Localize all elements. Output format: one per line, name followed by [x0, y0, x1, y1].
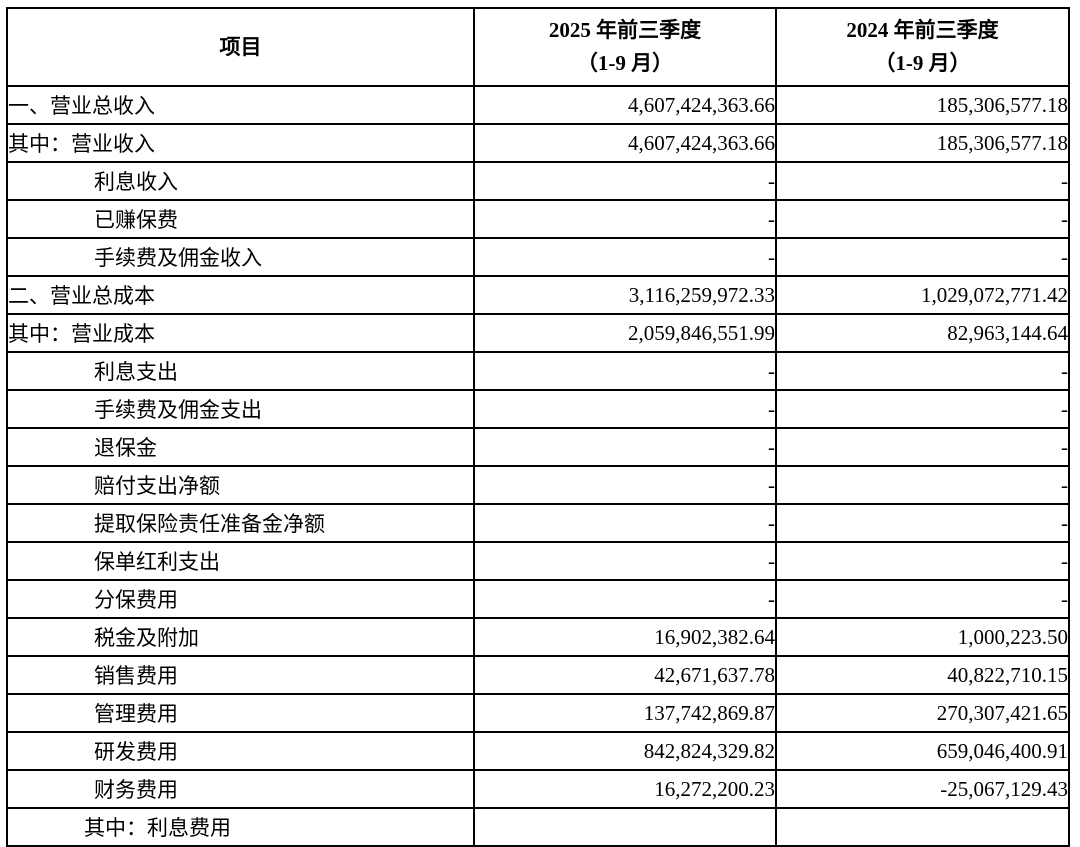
table-row: 研发费用 842,824,329.82 659,046,400.91: [6, 731, 1070, 771]
value-2025-cell: -: [473, 161, 777, 201]
column-header-2025: 2025 年前三季度 （1-9 月）: [473, 7, 777, 87]
value-2025-cell: 16,272,200.23: [473, 769, 777, 809]
financial-statement-table: 项目 2025 年前三季度 （1-9 月） 2024 年前三季度 （1-9 月）…: [6, 7, 1070, 847]
item-cell: 一、营业总收入: [6, 85, 475, 125]
table-row: 税金及附加 16,902,382.64 1,000,223.50: [6, 617, 1070, 657]
item-cell: 税金及附加: [6, 617, 475, 657]
value-2024-cell: -: [775, 541, 1070, 581]
column-header-2024-label: 2024 年前三季度: [846, 18, 999, 42]
table-row: 管理费用 137,742,869.87 270,307,421.65: [6, 693, 1070, 733]
value-2024-cell: -: [775, 465, 1070, 505]
item-cell: 其中：利息费用: [6, 807, 475, 847]
value-2024-cell: [775, 807, 1070, 847]
value-2025-cell: -: [473, 503, 777, 543]
column-header-item: 项目: [6, 7, 475, 87]
item-cell: 管理费用: [6, 693, 475, 733]
item-cell: 手续费及佣金支出: [6, 389, 475, 429]
item-cell: 其中：营业成本: [6, 313, 475, 353]
item-cell: 分保费用: [6, 579, 475, 619]
value-2025-cell: [473, 807, 777, 847]
value-2025-cell: -: [473, 427, 777, 467]
table-header: 项目 2025 年前三季度 （1-9 月） 2024 年前三季度 （1-9 月）: [6, 7, 1070, 87]
value-2025-cell: -: [473, 465, 777, 505]
table-row: 财务费用 16,272,200.23 -25,067,129.43: [6, 769, 1070, 809]
value-2024-cell: 82,963,144.64: [775, 313, 1070, 353]
value-2025-cell: 842,824,329.82: [473, 731, 777, 771]
table-row: 其中：利息费用: [6, 807, 1070, 847]
value-2024-cell: 270,307,421.65: [775, 693, 1070, 733]
value-2025-cell: 2,059,846,551.99: [473, 313, 777, 353]
value-2025-cell: -: [473, 389, 777, 429]
item-cell: 赔付支出净额: [6, 465, 475, 505]
table-row: 其中：营业成本 2,059,846,551.99 82,963,144.64: [6, 313, 1070, 353]
value-2024-cell: -: [775, 427, 1070, 467]
value-2025-cell: 4,607,424,363.66: [473, 123, 777, 163]
item-cell: 利息支出: [6, 351, 475, 391]
item-cell: 提取保险责任准备金净额: [6, 503, 475, 543]
item-cell: 利息收入: [6, 161, 475, 201]
value-2024-cell: -: [775, 161, 1070, 201]
column-header-item-label: 项目: [219, 34, 262, 59]
value-2024-cell: -: [775, 389, 1070, 429]
value-2024-cell: 1,000,223.50: [775, 617, 1070, 657]
table-row: 赔付支出净额 - -: [6, 465, 1070, 505]
table-row: 提取保险责任准备金净额 - -: [6, 503, 1070, 543]
value-2024-cell: -: [775, 503, 1070, 543]
item-cell: 研发费用: [6, 731, 475, 771]
column-header-2024-sublabel: （1-9 月）: [874, 51, 971, 75]
value-2024-cell: 185,306,577.18: [775, 123, 1070, 163]
table-row: 利息支出 - -: [6, 351, 1070, 391]
item-cell: 其中：营业收入: [6, 123, 475, 163]
table-row: 手续费及佣金支出 - -: [6, 389, 1070, 429]
table-row: 手续费及佣金收入 - -: [6, 237, 1070, 277]
table-row: 已赚保费 - -: [6, 199, 1070, 239]
column-header-2025-label: 2025 年前三季度: [548, 18, 702, 42]
value-2025-cell: 16,902,382.64: [473, 617, 777, 657]
item-cell: 退保金: [6, 427, 475, 467]
item-cell: 保单红利支出: [6, 541, 475, 581]
value-2025-cell: -: [473, 579, 777, 619]
table-row: 退保金 - -: [6, 427, 1070, 467]
value-2025-cell: 137,742,869.87: [473, 693, 777, 733]
value-2024-cell: 40,822,710.15: [775, 655, 1070, 695]
value-2025-cell: -: [473, 351, 777, 391]
value-2024-cell: 659,046,400.91: [775, 731, 1070, 771]
item-cell: 销售费用: [6, 655, 475, 695]
value-2024-cell: -: [775, 199, 1070, 239]
item-cell: 手续费及佣金收入: [6, 237, 475, 277]
table-row: 利息收入 - -: [6, 161, 1070, 201]
table-row: 保单红利支出 - -: [6, 541, 1070, 581]
value-2025-cell: -: [473, 199, 777, 239]
column-header-2025-sublabel: （1-9 月）: [576, 51, 674, 75]
header-row: 项目 2025 年前三季度 （1-9 月） 2024 年前三季度 （1-9 月）: [6, 7, 1070, 87]
value-2025-cell: -: [473, 237, 777, 277]
value-2024-cell: -: [775, 579, 1070, 619]
value-2025-cell: 3,116,259,972.33: [473, 275, 777, 315]
table-row: 其中：营业收入 4,607,424,363.66 185,306,577.18: [6, 123, 1070, 163]
table-body: 一、营业总收入 4,607,424,363.66 185,306,577.18 …: [6, 85, 1070, 847]
item-cell: 财务费用: [6, 769, 475, 809]
value-2024-cell: -25,067,129.43: [775, 769, 1070, 809]
table-row: 二、营业总成本 3,116,259,972.33 1,029,072,771.4…: [6, 275, 1070, 315]
value-2024-cell: -: [775, 351, 1070, 391]
value-2025-cell: 42,671,637.78: [473, 655, 777, 695]
value-2025-cell: 4,607,424,363.66: [473, 85, 777, 125]
item-cell: 已赚保费: [6, 199, 475, 239]
value-2024-cell: 185,306,577.18: [775, 85, 1070, 125]
value-2024-cell: 1,029,072,771.42: [775, 275, 1070, 315]
item-cell: 二、营业总成本: [6, 275, 475, 315]
table-row: 销售费用 42,671,637.78 40,822,710.15: [6, 655, 1070, 695]
table-row: 分保费用 - -: [6, 579, 1070, 619]
column-header-2024: 2024 年前三季度 （1-9 月）: [775, 7, 1070, 87]
value-2025-cell: -: [473, 541, 777, 581]
table-row: 一、营业总收入 4,607,424,363.66 185,306,577.18: [6, 85, 1070, 125]
value-2024-cell: -: [775, 237, 1070, 277]
